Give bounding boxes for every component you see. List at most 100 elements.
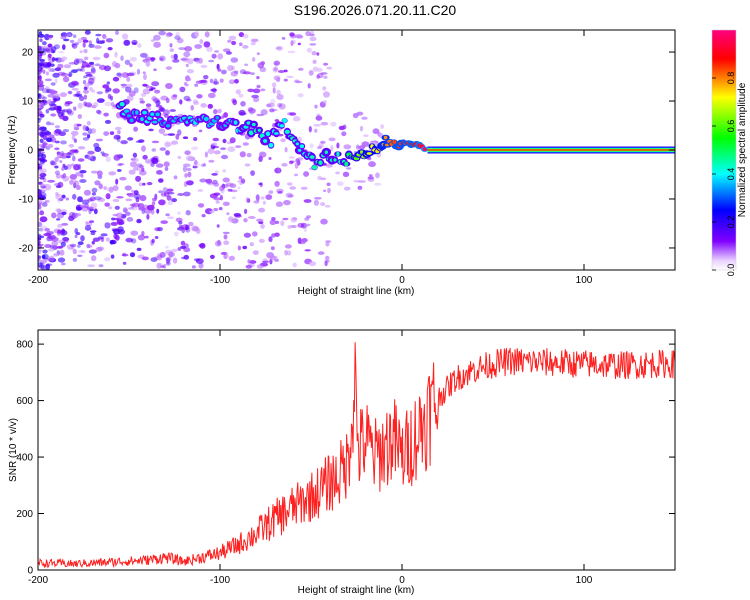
noise-blob [207, 103, 213, 109]
noise-blob [277, 70, 285, 73]
noise-blob [112, 88, 120, 94]
noise-blob [38, 176, 46, 180]
noise-blob [38, 65, 44, 70]
noise-blob [183, 82, 188, 86]
noise-blob [50, 137, 57, 143]
noise-blob [210, 254, 215, 259]
noise-blob [93, 102, 99, 108]
noise-blob [76, 95, 83, 98]
noise-blob [129, 252, 136, 258]
y-tick-label: 0 [27, 146, 33, 157]
noise-blob [38, 63, 44, 67]
snr-y-label: SNR (10 * v/v) [8, 418, 19, 482]
noise-blob [284, 249, 288, 256]
noise-blob [118, 163, 125, 166]
noise-blob [206, 46, 213, 52]
noise-blob [176, 38, 184, 44]
noise-blob [151, 157, 159, 164]
noise-blob [130, 230, 139, 236]
noise-blob [185, 63, 189, 68]
noise-blob [96, 40, 105, 44]
noise-blob [97, 236, 104, 240]
noise-blob [72, 193, 77, 200]
noise-blob [38, 106, 41, 109]
noise-blob [115, 30, 119, 35]
noise-blob [215, 200, 220, 204]
noise-blob [260, 223, 265, 229]
noise-blob [120, 140, 128, 145]
noise-blob [165, 257, 172, 262]
noise-blob [244, 208, 248, 214]
noise-blob [169, 109, 177, 112]
noise-blob [44, 244, 52, 248]
noise-blob [250, 41, 256, 46]
noise-blob [120, 55, 124, 61]
noise-blob [57, 223, 63, 228]
noise-blob [39, 113, 45, 118]
noise-blob [42, 48, 51, 52]
noise-blob [294, 34, 303, 39]
noise-blob [179, 99, 183, 105]
noise-blob [139, 195, 147, 202]
noise-blob [91, 187, 98, 193]
noise-blob [153, 68, 157, 71]
noise-blob [190, 105, 194, 111]
noise-blob [111, 217, 116, 221]
noise-blob [231, 40, 237, 46]
noise-blob [125, 237, 134, 243]
noise-blob [84, 30, 91, 35]
noise-blob [192, 99, 199, 105]
noise-blob [126, 217, 134, 222]
noise-blob [217, 53, 224, 60]
noise-blob [121, 253, 129, 257]
noise-blob [38, 117, 41, 124]
noise-blob [165, 150, 170, 156]
noise-blob [49, 122, 55, 126]
noise-blob [197, 189, 204, 192]
noise-blob [213, 182, 220, 187]
noise-blob [180, 58, 188, 61]
noise-blob [214, 170, 219, 174]
noise-blob [271, 217, 276, 221]
noise-blob [66, 32, 73, 38]
noise-blob [163, 161, 170, 167]
noise-blob [273, 75, 281, 81]
noise-blob [69, 149, 78, 153]
noise-blob [38, 69, 43, 73]
noise-blob [222, 177, 230, 183]
noise-blob [247, 263, 255, 267]
ridge-blob [268, 143, 274, 148]
noise-blob [129, 203, 136, 207]
noise-blob [275, 201, 283, 207]
noise-blob [271, 108, 278, 112]
noise-blob [203, 75, 209, 80]
noise-blob [59, 92, 67, 98]
noise-blob [311, 51, 317, 56]
noise-blob [309, 143, 314, 149]
noise-blob [57, 246, 63, 249]
noise-blob [109, 131, 115, 136]
colorbar-ticks: 0.0 0.2 0.4 0.6 0.8 [712, 72, 736, 276]
noise-blob [237, 186, 241, 190]
noise-blob [44, 199, 50, 203]
noise-blob [132, 152, 138, 158]
noise-blob [82, 42, 86, 48]
noise-blob [80, 174, 84, 178]
noise-blob [142, 154, 148, 160]
noise-blob [107, 93, 112, 100]
noise-blob [198, 262, 204, 269]
noise-blob [318, 145, 323, 148]
noise-blob [136, 68, 141, 75]
ridge-blob [135, 110, 139, 115]
noise-blob [117, 226, 124, 232]
noise-blob [272, 87, 276, 94]
noise-blob [163, 263, 167, 269]
noise-blob [286, 75, 294, 79]
noise-blob [167, 133, 176, 136]
noise-blob [186, 69, 194, 74]
noise-blob [50, 63, 55, 67]
noise-blob [281, 37, 286, 40]
x-tick-label: 100 [576, 575, 593, 586]
noise-blob [128, 207, 134, 210]
y-tick-label: 600 [16, 396, 33, 407]
